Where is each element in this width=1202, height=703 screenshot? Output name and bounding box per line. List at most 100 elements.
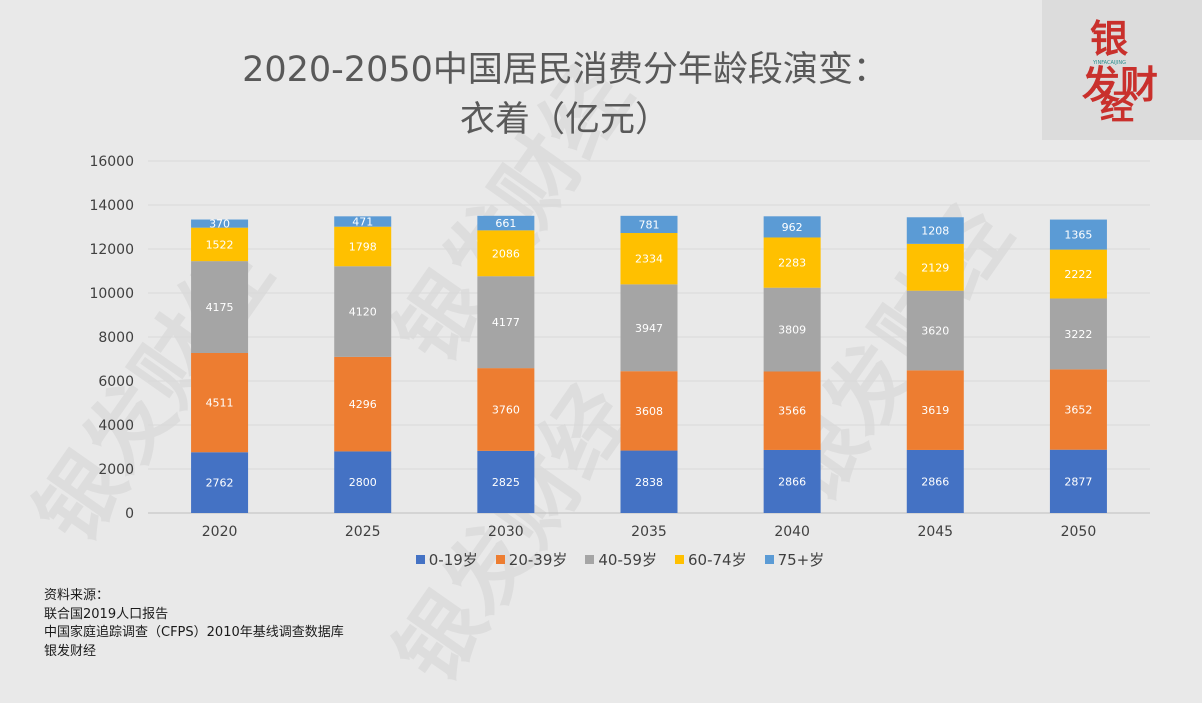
data-label: 2129 xyxy=(921,261,949,274)
data-label: 3809 xyxy=(778,324,806,337)
data-label: 2334 xyxy=(635,253,663,266)
x-tick-label: 2045 xyxy=(917,524,953,540)
bar-segment xyxy=(906,243,964,291)
legend-swatch xyxy=(585,555,595,564)
data-label: 3620 xyxy=(921,325,949,338)
data-label: 3947 xyxy=(635,322,663,335)
legend-item: 0-19岁 xyxy=(415,549,478,570)
y-tick-label: 10000 xyxy=(89,286,134,302)
logo-char-3: 财 xyxy=(1120,62,1159,107)
chart-title-line-2: 衣着（亿元） xyxy=(459,100,670,140)
data-label: 471 xyxy=(352,216,373,229)
x-tick-label: 2025 xyxy=(345,524,381,540)
data-label: 3566 xyxy=(778,405,806,418)
bar-segment xyxy=(477,230,535,277)
y-tick-label: 14000 xyxy=(89,198,134,214)
bar-segment xyxy=(763,449,821,513)
data-label: 3619 xyxy=(921,404,949,417)
data-label: 2825 xyxy=(492,476,520,489)
data-label: 3222 xyxy=(1064,328,1092,341)
bar-segment xyxy=(334,451,392,513)
logo-char-2: 发 xyxy=(1082,62,1121,107)
bar-segment xyxy=(1049,249,1107,299)
bar-segment xyxy=(906,290,964,371)
bars: 2762 4511 4175 1522 370 2800 4296 4120 1798 471 28… xyxy=(191,216,1107,513)
bar-segment xyxy=(1049,449,1107,513)
data-label: 3652 xyxy=(1064,404,1092,417)
bar-segment xyxy=(906,217,964,244)
legend-swatch xyxy=(764,555,774,564)
legend-label: 0-19岁 xyxy=(428,551,478,569)
bar-segment xyxy=(191,227,249,262)
data-label: 4511 xyxy=(206,397,234,410)
data-label: 2762 xyxy=(206,477,234,490)
legend-item: 20-39岁 xyxy=(495,549,567,570)
data-label: 2800 xyxy=(349,476,377,489)
stacked-bar-chart: 0 2000 4000 6000 8000 10000 12000 14000 16000 27… xyxy=(89,154,1150,540)
bar-segment xyxy=(334,356,392,452)
bar-segment xyxy=(763,287,821,372)
data-label: 4120 xyxy=(349,306,377,319)
data-label: 2838 xyxy=(635,476,663,489)
bar-segment xyxy=(620,371,678,451)
bar-segment xyxy=(334,226,392,267)
y-tick-label: 4000 xyxy=(98,418,134,434)
data-label: 2866 xyxy=(921,475,949,488)
x-axis: 2020 2025 2030 2035 2040 2045 2050 xyxy=(202,524,1096,540)
bar-segment xyxy=(191,219,249,228)
legend-swatch xyxy=(495,555,505,564)
legend-swatch xyxy=(415,555,425,564)
data-label: 2222 xyxy=(1064,268,1092,281)
bar-segment xyxy=(1049,298,1107,370)
bar-segment xyxy=(763,216,821,238)
legend-label: 40-59岁 xyxy=(598,551,657,569)
logo-subtitle: YINFACAIJING xyxy=(1093,60,1126,66)
chart-title: 2020-2050中国居民消费分年龄段演变： 衣着（亿元） xyxy=(0,45,1130,145)
bar-segment xyxy=(763,237,821,288)
data-label: 3760 xyxy=(492,403,520,416)
x-tick-label: 2035 xyxy=(631,524,667,540)
legend-swatch xyxy=(674,555,684,564)
data-label: 2877 xyxy=(1064,475,1092,488)
bar-segment xyxy=(906,449,964,513)
bar-segment xyxy=(1049,369,1107,450)
bar-segment xyxy=(1049,219,1107,250)
y-tick-label: 6000 xyxy=(98,374,134,390)
data-label: 370 xyxy=(209,218,230,231)
y-tick-label: 8000 xyxy=(98,330,134,346)
bar-segment xyxy=(191,352,249,453)
y-tick-label: 0 xyxy=(125,506,134,522)
legend-item: 75+岁 xyxy=(764,549,825,570)
x-tick-label: 2030 xyxy=(488,524,524,540)
data-label: 1365 xyxy=(1064,229,1092,242)
chart-title-line-1: 2020-2050中国居民消费分年龄段演变： xyxy=(242,50,888,90)
bar-segment xyxy=(620,233,678,285)
data-label: 2086 xyxy=(492,247,520,260)
logo-char-1: 银 xyxy=(1090,16,1129,61)
bar-segment xyxy=(191,261,249,353)
logo: 银 发 财 经 xyxy=(1042,0,1202,140)
data-label: 4177 xyxy=(492,316,520,329)
bar-segment xyxy=(620,284,678,372)
y-tick-label: 2000 xyxy=(98,462,134,478)
bar-segment xyxy=(477,276,535,369)
bar-segment xyxy=(763,371,821,450)
logo-char-4: 经 xyxy=(1100,88,1134,128)
bar-segment xyxy=(906,370,964,450)
source-line: 银发财经 xyxy=(44,643,97,659)
bar-segment xyxy=(477,215,535,231)
y-axis: 0 2000 4000 6000 8000 10000 12000 14000 16000 xyxy=(89,154,134,522)
bar-segment xyxy=(477,450,535,513)
data-label: 1208 xyxy=(921,225,949,238)
data-label: 962 xyxy=(782,221,803,234)
legend-label: 75+岁 xyxy=(777,551,825,569)
data-label: 2866 xyxy=(778,475,806,488)
data-label: 3608 xyxy=(635,405,663,418)
source-line: 中国家庭追踪调查（CFPS）2010年基线调查数据库 xyxy=(44,625,344,640)
data-label: 1798 xyxy=(349,240,377,253)
data-label: 781 xyxy=(639,218,660,231)
source-line: 联合国2019人口报告 xyxy=(44,606,169,622)
x-tick-label: 2020 xyxy=(202,524,238,540)
bar-segment xyxy=(334,216,392,227)
